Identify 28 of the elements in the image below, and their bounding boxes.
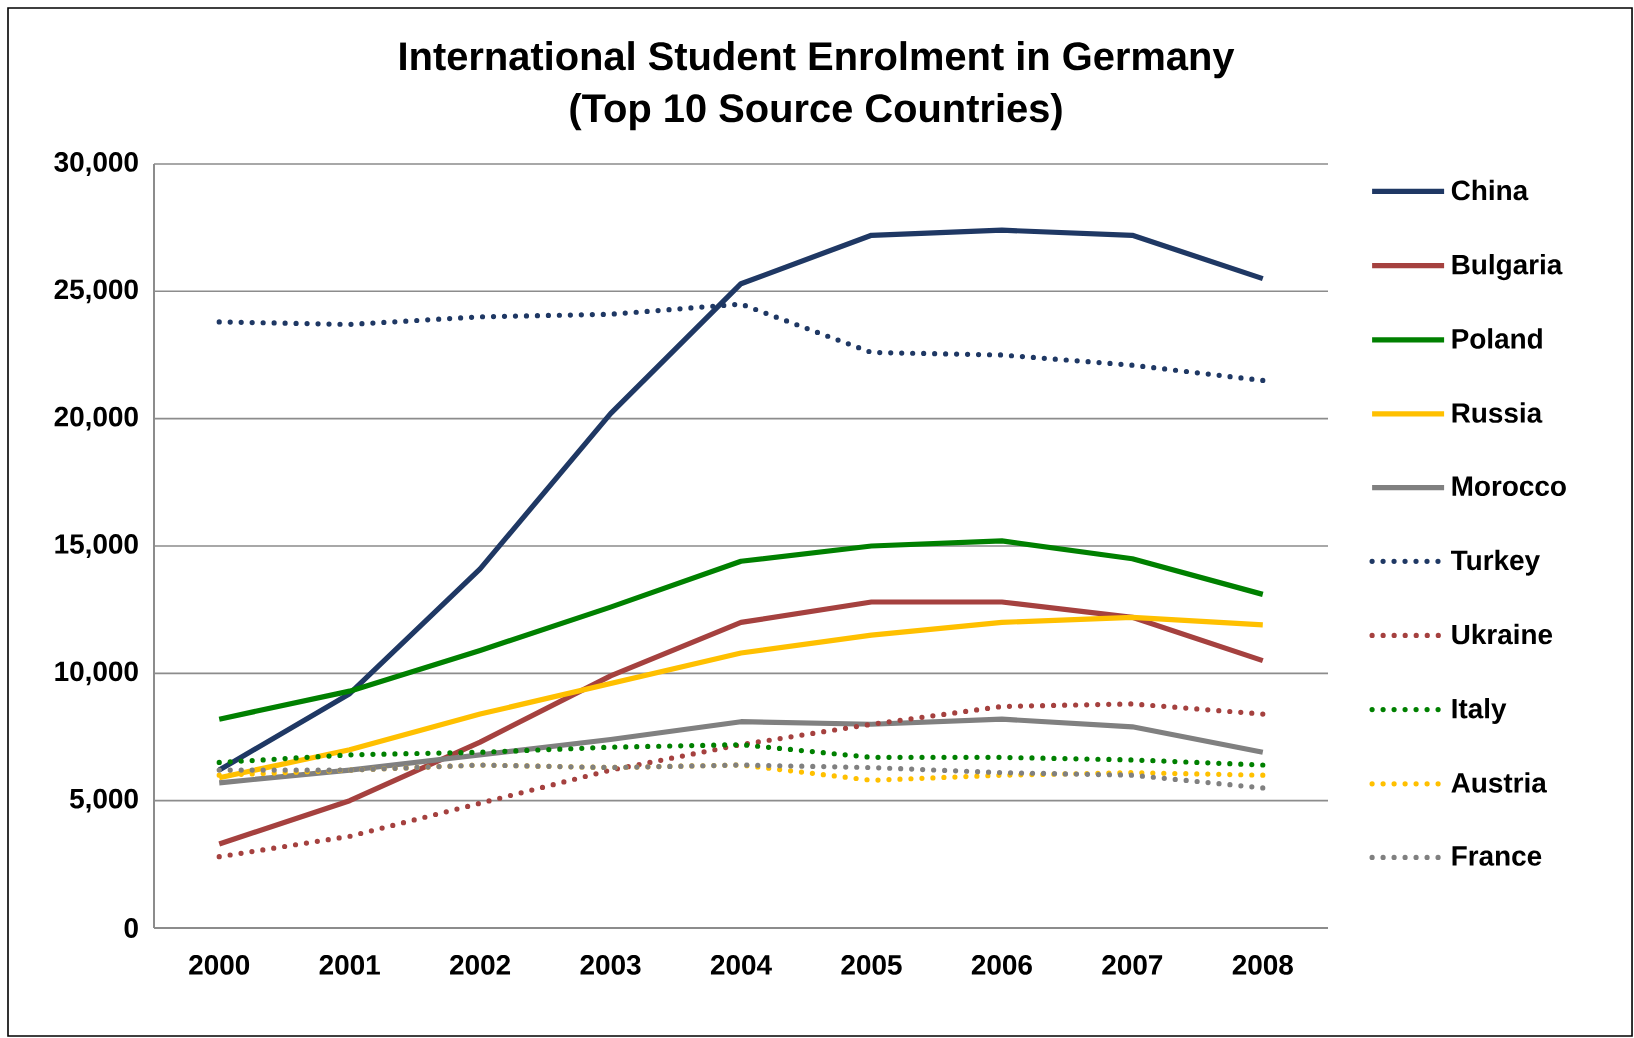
x-tick-label: 2003 (580, 955, 641, 975)
x-tick-label: 2005 (841, 955, 902, 975)
x-tick-label: 2002 (450, 955, 511, 975)
legend-label: Austria (1451, 772, 1547, 793)
legend-label: Ukraine (1452, 623, 1553, 645)
y-tick-label: 5,000 (70, 788, 138, 813)
y-tick-label: 15,000 (55, 534, 138, 558)
y-tick-label: 25,000 (54, 279, 138, 304)
y-tick-label: 10,000 (55, 661, 138, 686)
x-tick-label: 2000 (189, 955, 250, 975)
chart-title: International Student Enrolment in Germany (400, 41, 1235, 79)
legend-label: Turkey (1451, 549, 1540, 576)
x-tick-label: 2001 (319, 955, 380, 975)
x-tick-label: 2004 (710, 955, 772, 975)
x-tick-label: 2007 (1102, 955, 1163, 975)
legend-label: Morocco (1452, 476, 1566, 496)
legend-label: Russia (1452, 402, 1543, 423)
x-tick-label: 2006 (971, 955, 1032, 975)
legend-label: Italy (1452, 698, 1507, 725)
y-tick-label: 30,000 (54, 152, 138, 176)
chart-subtitle: (Top 10 Source Countries) (570, 93, 1062, 131)
legend-label: Poland (1452, 328, 1542, 349)
legend-label: France (1452, 846, 1542, 866)
y-tick-label: 0 (124, 918, 138, 938)
legend-label: China (1451, 179, 1529, 201)
y-tick-label: 20,000 (54, 406, 138, 431)
legend-label: Bulgaria (1452, 254, 1563, 281)
x-tick-label: 2008 (1232, 955, 1293, 975)
